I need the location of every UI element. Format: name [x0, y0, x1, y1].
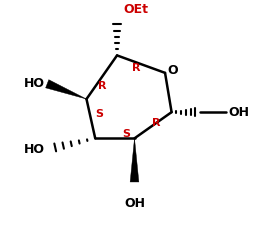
Text: HO: HO	[24, 77, 45, 90]
Text: HO: HO	[24, 143, 45, 156]
Text: OH: OH	[124, 197, 145, 210]
Polygon shape	[46, 80, 87, 99]
Text: S: S	[122, 129, 130, 139]
Text: OEt: OEt	[123, 3, 148, 16]
Text: R: R	[152, 118, 161, 128]
Text: OH: OH	[228, 106, 249, 119]
Text: O: O	[167, 64, 178, 77]
Text: R: R	[132, 64, 141, 74]
Text: R: R	[98, 81, 106, 91]
Text: S: S	[95, 109, 104, 119]
Polygon shape	[130, 138, 139, 182]
